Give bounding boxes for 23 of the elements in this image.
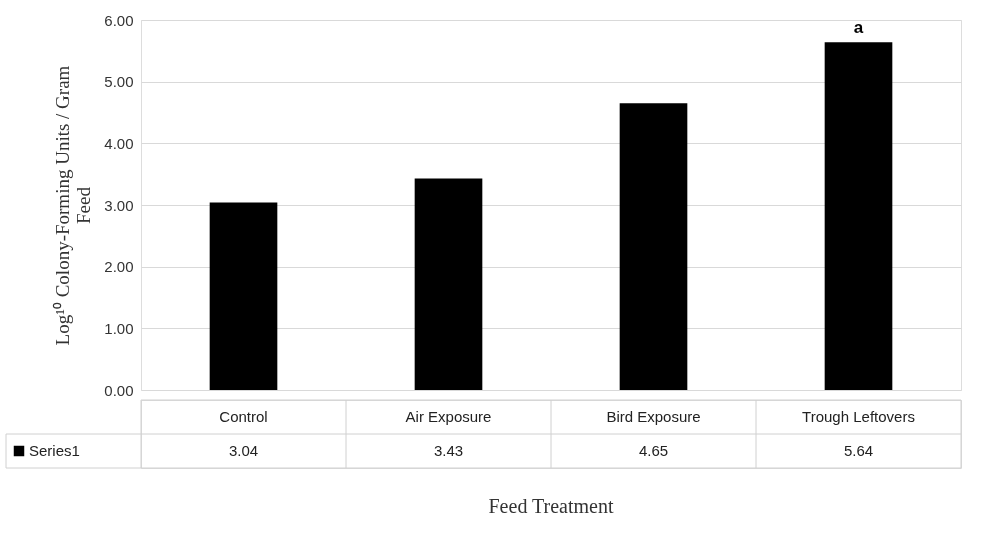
y-tick-label: 3.00	[104, 196, 134, 214]
bar	[414, 178, 483, 390]
data-label: 3.43	[433, 442, 464, 459]
y-tick-label: 1.00	[104, 319, 134, 337]
x-tick-label: Trough Leftovers	[802, 408, 915, 425]
y-tick-label: 2.00	[104, 258, 134, 276]
annotation: a	[853, 18, 864, 38]
y-tick-label: 6.00	[104, 11, 134, 29]
bar	[824, 42, 893, 390]
x-tick-label: Air Exposure	[405, 408, 492, 425]
legend-label: Series1	[29, 442, 80, 459]
y-tick-label: 5.00	[104, 73, 134, 91]
bar	[209, 202, 278, 390]
data-label: 3.04	[228, 442, 259, 459]
x-tick-label: Bird Exposure	[606, 408, 701, 425]
bar	[619, 103, 688, 390]
y-axis-title: Log¹⁰ Colony-Forming Units / Gram Feed	[52, 65, 95, 346]
x-axis-title: Feed Treatment	[488, 494, 614, 517]
data-label: 5.64	[843, 442, 874, 459]
y-tick-label: 0.00	[104, 381, 134, 399]
x-tick-label: Control	[219, 408, 268, 425]
y-tick-label: 4.00	[104, 134, 134, 152]
data-label: 4.65	[638, 442, 669, 459]
